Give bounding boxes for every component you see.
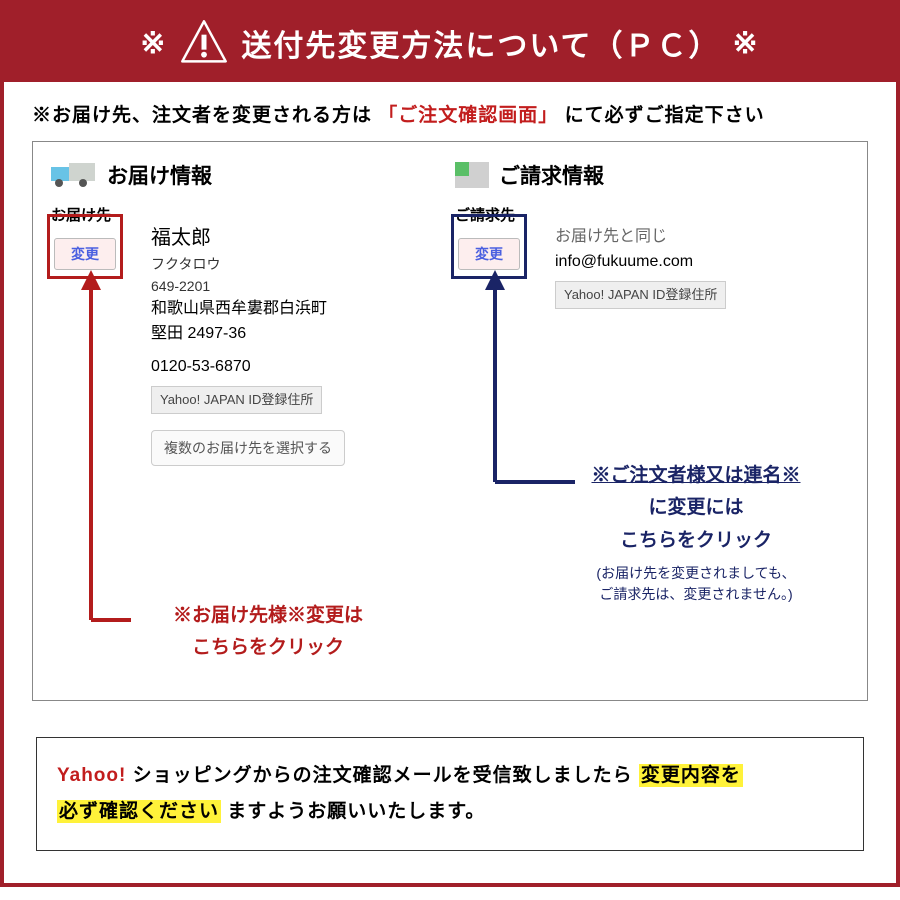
notice-red: 「ご注文確認画面」 — [378, 105, 558, 126]
notice-prefix: ※お届け先、注文者を変更される方は — [32, 105, 372, 126]
delivery-zip: 649-2201 — [151, 276, 445, 298]
delivery-change-highlight: 変更 — [47, 214, 123, 279]
delivery-addr2: 堅田 2497-36 — [151, 322, 445, 347]
billing-email: info@fukuume.com — [555, 250, 849, 275]
delivery-callout-l1: ※お届け先様※変更は — [173, 600, 363, 632]
delivery-badge: Yahoo! JAPAN ID登録住所 — [151, 386, 322, 414]
delivery-column: お届け情報 お届け先 変更 福太郎 フクタロウ 649-2201 — [51, 160, 445, 466]
delivery-addr1: 和歌山県西牟婁郡白浜町 — [151, 297, 445, 322]
delivery-info: 福太郎 フクタロウ 649-2201 和歌山県西牟婁郡白浜町 堅田 2497-3… — [151, 223, 445, 414]
bottom-note: Yahoo! ショッピングからの注文確認メールを受信致しましたら 変更内容を 必… — [36, 737, 864, 851]
delivery-kana: フクタロウ — [151, 254, 445, 276]
billing-change-highlight: 変更 — [451, 214, 527, 279]
bottom-mark1: 変更内容を — [639, 764, 743, 787]
notice-suffix: にて必ずご指定下さい — [565, 105, 765, 126]
asterisk-right: ※ — [733, 26, 760, 61]
asterisk-left: ※ — [140, 26, 167, 61]
multi-delivery-button[interactable]: 複数のお届け先を選択する — [151, 430, 345, 466]
content-area: ※お届け先、注文者を変更される方は 「ご注文確認画面」 にて必ずご指定下さい お… — [4, 82, 896, 883]
yahoo-word: Yahoo! — [57, 765, 126, 786]
billing-badge: Yahoo! JAPAN ID登録住所 — [555, 281, 726, 309]
billing-same: お届け先と同じ — [555, 225, 849, 250]
billing-change-button[interactable]: 変更 — [458, 238, 520, 270]
delivery-tel: 0120-53-6870 — [151, 355, 445, 380]
billing-column: ご請求情報 ご請求先 変更 お届け先と同じ info@fukuume.com — [455, 160, 849, 466]
infographic-frame: ※ 送付先変更方法について（ＰＣ） ※ ※お届け先、注文者を変更される方は 「ご… — [0, 0, 900, 887]
billing-callout-l2: に変更には — [551, 492, 841, 524]
billing-callout-u1: ※ご注文者様又は連名※ — [551, 460, 841, 492]
billing-info: お届け先と同じ info@fukuume.com Yahoo! JAPAN ID… — [555, 225, 849, 309]
red-arrow — [71, 270, 131, 630]
delivery-callout-l2: こちらをクリック — [173, 632, 363, 664]
billing-callout-l3: こちらをクリック — [551, 525, 841, 557]
delivery-heading: お届け情報 — [107, 160, 212, 190]
header-title: 送付先変更方法について（ＰＣ） — [241, 21, 720, 65]
bottom-t2: ますようお願いいたします。 — [227, 801, 485, 822]
delivery-change-button[interactable]: 変更 — [54, 238, 116, 270]
billing-heading-row: ご請求情報 — [455, 160, 849, 190]
delivery-name: 福太郎 — [151, 223, 445, 254]
warning-icon — [179, 18, 229, 68]
header-bar: ※ 送付先変更方法について（ＰＣ） ※ — [4, 4, 896, 82]
truck-icon — [51, 163, 97, 187]
billing-paren: (お届け先を変更されましても、 ご請求先は、変更されません。) — [551, 563, 841, 605]
bottom-mark2: 必ず確認ください — [57, 800, 221, 823]
screenshot-panel: お届け情報 お届け先 変更 福太郎 フクタロウ 649-2201 — [32, 141, 868, 701]
billing-callout: ※ご注文者様又は連名※ に変更には こちらをクリック (お届け先を変更されまして… — [551, 460, 841, 605]
bottom-t1: ショッピングからの注文確認メールを受信致しましたら — [133, 765, 633, 786]
top-notice: ※お届け先、注文者を変更される方は 「ご注文確認画面」 にて必ずご指定下さい — [32, 100, 868, 127]
document-icon — [455, 162, 489, 188]
delivery-callout: ※お届け先様※変更は こちらをクリック — [173, 600, 363, 665]
delivery-heading-row: お届け情報 — [51, 160, 445, 190]
billing-heading: ご請求情報 — [499, 160, 604, 190]
